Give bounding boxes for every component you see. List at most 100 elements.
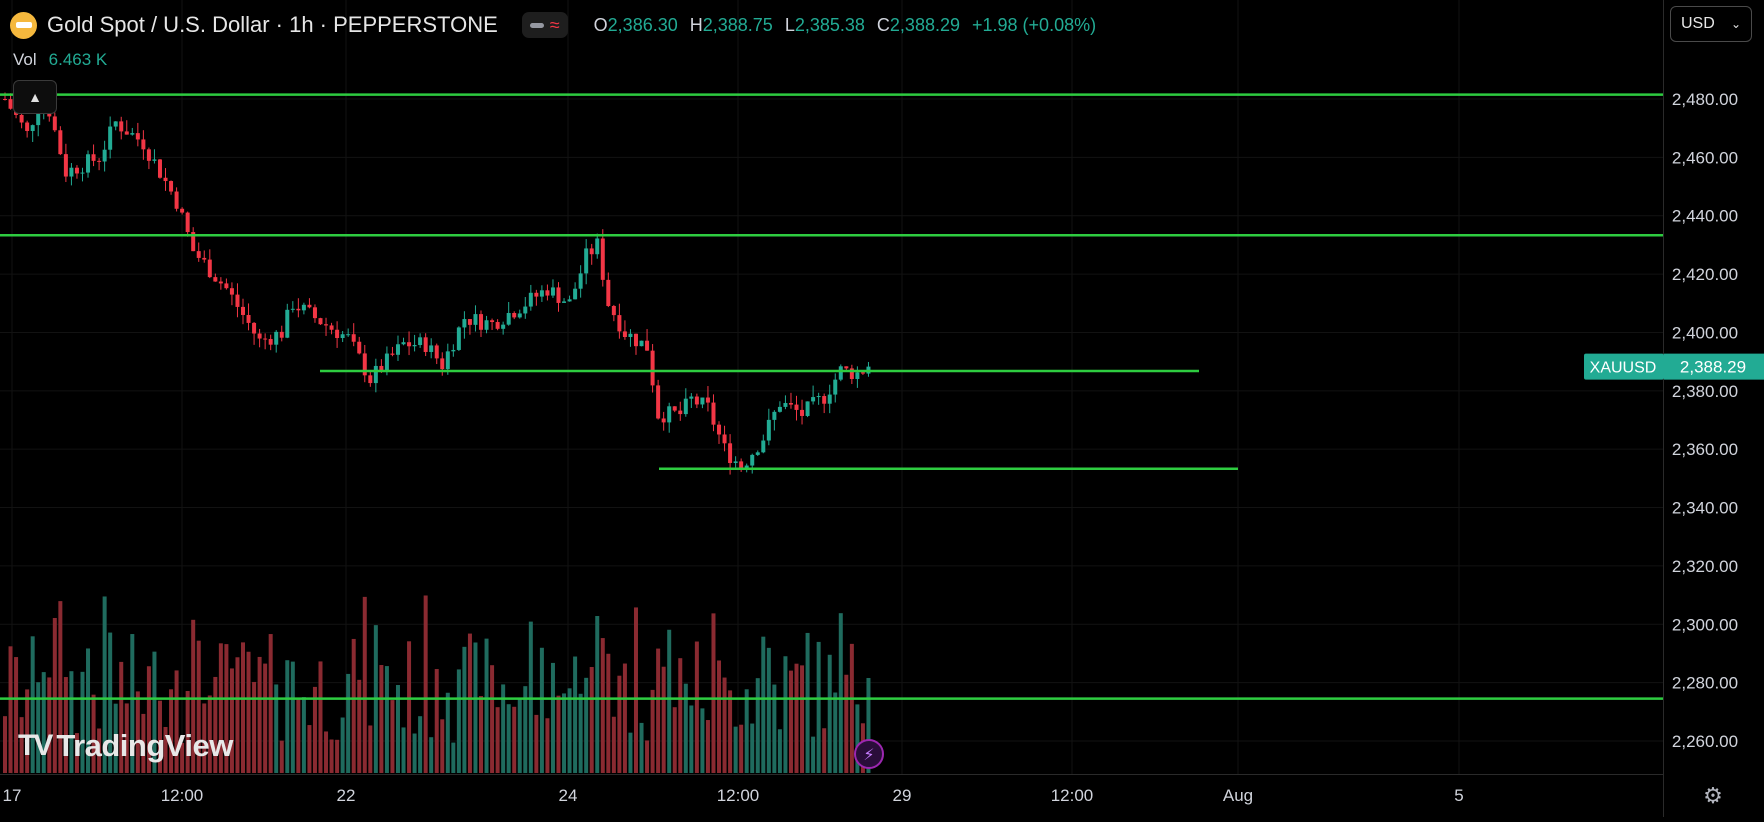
volume-bar xyxy=(102,596,107,773)
volume-bar xyxy=(224,644,229,773)
volume-bar xyxy=(58,601,63,773)
tradingview-mark-icon: TV xyxy=(18,729,53,762)
price-axis-label: 2,480.00 xyxy=(1672,90,1738,109)
time-axis-label: 12:00 xyxy=(717,786,760,805)
volume-bar xyxy=(274,684,279,773)
settings-gear-icon[interactable]: ⚙ xyxy=(1703,783,1723,808)
volume-bar xyxy=(379,665,384,773)
volume-bar xyxy=(74,733,79,773)
candle-body xyxy=(8,99,13,109)
candle-body xyxy=(418,337,423,346)
candle-body xyxy=(805,401,810,416)
candle-body xyxy=(108,126,113,150)
candle-body xyxy=(146,149,151,161)
candle-body xyxy=(578,273,583,289)
volume-bar xyxy=(362,596,367,773)
volume-bar xyxy=(811,736,816,773)
candle-body xyxy=(218,281,223,284)
time-axis-label: 12:00 xyxy=(1051,786,1094,805)
volume-bar xyxy=(113,703,118,773)
volume-bar xyxy=(163,726,168,773)
candle-body xyxy=(739,461,744,470)
volume-bar xyxy=(805,632,810,773)
volume-bar xyxy=(833,692,838,773)
candle-body xyxy=(351,334,356,342)
candle-body xyxy=(196,251,201,258)
volume-bar xyxy=(152,651,157,773)
volume-bar xyxy=(589,667,594,773)
minus-icon xyxy=(529,22,544,28)
volume-bar xyxy=(218,643,223,773)
tradingview-logo[interactable]: TV TradingView xyxy=(18,728,233,764)
volume-bar xyxy=(512,706,517,773)
candle-body xyxy=(451,349,456,352)
candle-body xyxy=(241,306,246,315)
ohlc-values: O2,386.30 H2,388.75 L2,385.38 C2,388.29 … xyxy=(594,15,1096,36)
price-axis-label: 2,300.00 xyxy=(1672,615,1738,634)
volume-bar xyxy=(506,704,511,773)
candle-body xyxy=(639,340,644,347)
gold-symbol-icon[interactable] xyxy=(10,11,37,39)
volume-bar xyxy=(285,660,290,773)
volume-label: Vol xyxy=(13,50,37,69)
volume-bar xyxy=(595,616,600,773)
candle-body xyxy=(373,365,378,384)
candle-body xyxy=(3,99,7,100)
volume-bar xyxy=(412,733,417,773)
volume-bar xyxy=(157,700,162,773)
candle-body xyxy=(833,379,838,395)
price-change: +1.98 (+0.08%) xyxy=(972,14,1097,35)
price-axis-label: 2,360.00 xyxy=(1672,440,1738,459)
candle-body xyxy=(74,167,79,174)
volume-bar xyxy=(191,619,196,773)
candle-body xyxy=(290,308,295,310)
candle-body xyxy=(855,372,860,379)
candle-body xyxy=(628,333,633,337)
volume-bar xyxy=(611,716,616,773)
candle-body xyxy=(36,111,41,126)
candle-body xyxy=(744,465,749,470)
candle-body xyxy=(484,320,489,330)
candle-body xyxy=(440,358,445,370)
volume-bar xyxy=(301,697,306,773)
volume-bar xyxy=(296,699,301,773)
volume-bar xyxy=(849,643,854,773)
volume-bar xyxy=(584,677,589,773)
volume-bar xyxy=(440,719,445,773)
volume-bar xyxy=(180,742,185,773)
volume-bar xyxy=(744,689,749,773)
candle-body xyxy=(119,121,124,132)
volume-bar xyxy=(229,668,234,773)
volume-bar xyxy=(606,653,611,773)
candle-body xyxy=(19,114,24,123)
volume-bar xyxy=(462,646,467,773)
price-axis-label: 2,420.00 xyxy=(1672,265,1738,284)
volume-bar xyxy=(523,686,528,773)
volume-bar xyxy=(705,720,710,773)
candle-body xyxy=(539,290,544,297)
candle-body xyxy=(274,331,279,345)
indicator-toggle[interactable]: ≈ xyxy=(521,12,568,38)
price-axis-label: 2,280.00 xyxy=(1672,674,1738,693)
candle-body xyxy=(733,461,738,464)
candle-body xyxy=(794,404,799,410)
candle-body xyxy=(279,331,284,338)
candle-body xyxy=(545,290,550,296)
candle-body xyxy=(661,418,666,423)
candle-body xyxy=(506,312,511,325)
volume-bar xyxy=(479,696,484,773)
volume-bar xyxy=(312,686,317,773)
candle-body xyxy=(501,324,506,329)
candle-body xyxy=(672,406,677,411)
candle-body xyxy=(467,319,472,325)
collapse-legend-button[interactable]: ▲ xyxy=(13,80,57,114)
volume-bar xyxy=(174,670,179,773)
currency-select[interactable]: USD ⌄ xyxy=(1670,6,1752,42)
volume-bar xyxy=(141,713,146,773)
candle-body xyxy=(645,340,650,351)
symbol-title[interactable]: Gold Spot / U.S. Dollar · 1h · PEPPERSTO… xyxy=(47,12,498,37)
time-axis-label: 12:00 xyxy=(161,786,204,805)
volume-bar xyxy=(307,725,312,773)
